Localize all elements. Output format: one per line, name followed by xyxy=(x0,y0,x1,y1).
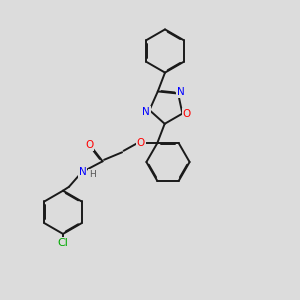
Text: N: N xyxy=(79,167,86,177)
Text: O: O xyxy=(85,140,93,150)
Text: H: H xyxy=(89,170,96,179)
Text: O: O xyxy=(183,109,191,118)
Text: N: N xyxy=(142,106,150,117)
Text: Cl: Cl xyxy=(58,238,68,248)
Text: O: O xyxy=(136,138,145,148)
Text: N: N xyxy=(177,87,184,97)
